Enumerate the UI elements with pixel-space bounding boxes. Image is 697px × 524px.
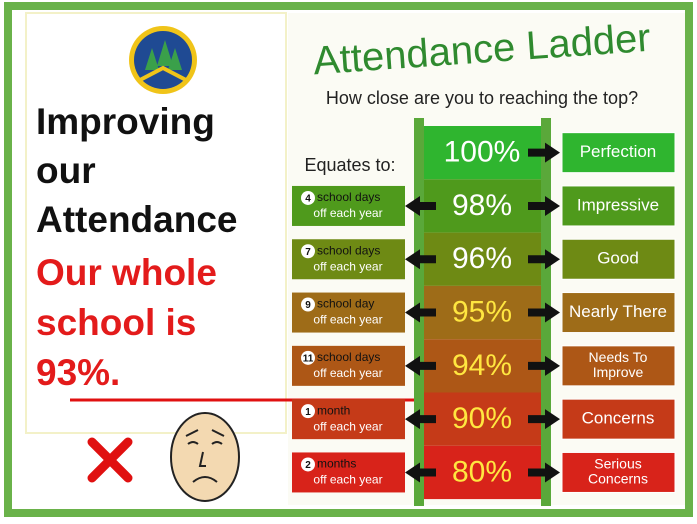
days-text: school days: [317, 350, 380, 364]
days-number: 4: [305, 194, 311, 205]
sad-face-icon: [171, 413, 239, 501]
days-text: school days: [317, 243, 380, 257]
rating-label: Impressive: [577, 195, 659, 214]
per-year: off each year: [313, 419, 382, 433]
percent-label: 90%: [452, 402, 512, 435]
rating-label: Concerns: [582, 409, 655, 428]
percent-label: 96%: [452, 242, 512, 275]
rating-label: Improve: [593, 364, 644, 380]
per-year: off each year: [313, 313, 382, 327]
headline-line: Attendance: [36, 199, 237, 240]
ladder-subtitle: How close are you to reaching the top?: [326, 88, 638, 108]
days-number: 1: [305, 407, 311, 418]
percent-label: 100%: [444, 136, 521, 169]
percent-label: 95%: [452, 295, 512, 328]
days-text: school day: [317, 297, 374, 311]
per-year: off each year: [313, 206, 382, 220]
rating-label: Nearly There: [569, 302, 667, 321]
rating-label: Perfection: [580, 142, 657, 161]
days-number: 2: [305, 460, 311, 471]
headline-line: Improving: [36, 101, 215, 142]
per-year: off each year: [313, 259, 382, 273]
rating-label: Serious: [594, 456, 641, 472]
school-logo: [129, 26, 197, 94]
highlight-line: school is: [36, 302, 196, 343]
days-text: month: [317, 403, 350, 417]
highlight-line: Our whole: [36, 252, 217, 293]
headline-line: our: [36, 150, 96, 191]
rating-label: Good: [597, 249, 639, 268]
days-text: months: [317, 457, 356, 471]
percent-label: 80%: [452, 455, 512, 488]
equates-label: Equates to:: [304, 155, 395, 175]
percent-label: 94%: [452, 349, 512, 382]
days-number: 9: [305, 300, 311, 311]
per-year: off each year: [313, 366, 382, 380]
percent-label: 98%: [452, 189, 512, 222]
rating-label: Needs To: [589, 349, 648, 365]
poster: Improving our Attendance Our whole school is…: [0, 0, 697, 519]
days-number: 11: [303, 353, 314, 364]
per-year: off each year: [313, 473, 382, 487]
highlight-line: 93%.: [36, 352, 120, 393]
days-text: school days: [317, 190, 380, 204]
rating-label: Concerns: [588, 471, 648, 487]
days-number: 7: [305, 247, 311, 258]
